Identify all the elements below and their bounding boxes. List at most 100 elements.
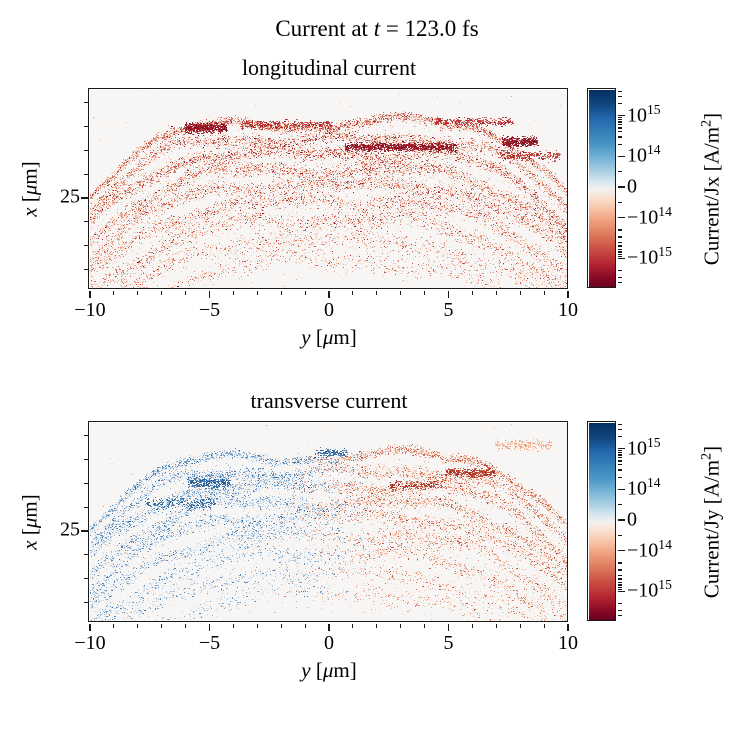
x-axis-unit-close: m] — [333, 658, 357, 682]
colorbar-label-jx: Current/Jx [A/m2] — [698, 113, 725, 266]
colorbar-minor-tick — [617, 423, 622, 425]
x-axis-label: y [μm] — [301, 658, 356, 683]
y-axis-label: x [μm] — [18, 161, 43, 216]
colorbar-tick-exponent: 15 — [647, 434, 661, 450]
figure-title: Current at t = 123.0 fs — [275, 16, 478, 42]
y-axis-unit-open: [ — [17, 195, 42, 208]
colorbar-label-pre: Current/Jx [A/m — [699, 126, 724, 266]
colorbar-major-tick — [617, 488, 625, 490]
x-major-tick — [447, 290, 450, 298]
x-major-tick — [208, 290, 211, 298]
x-major-tick — [208, 623, 211, 631]
x-major-tick — [89, 290, 91, 298]
colorbar-minor-tick — [617, 95, 622, 97]
colorbar-tick-label: 0 — [627, 175, 637, 198]
colorbar-minor-tick — [617, 229, 622, 231]
x-tick-label: −10 — [74, 632, 106, 654]
x-minor-tick — [376, 623, 378, 628]
colorbar-minor-tick — [617, 90, 622, 92]
x-minor-tick — [185, 290, 187, 295]
x-axis-unit-open: [ — [310, 658, 323, 682]
y-tick-label-25: 25 — [60, 518, 80, 541]
colorbar-tick-exponent: 15 — [658, 577, 672, 593]
colorbar-minor-tick — [617, 282, 622, 284]
x-minor-tick — [232, 290, 234, 295]
colorbar-minor-tick — [617, 119, 622, 121]
colorbar-minor-tick — [617, 251, 622, 253]
colorbar-major-tick — [617, 186, 625, 188]
colorbar-minor-tick — [617, 131, 622, 133]
x-minor-tick — [256, 290, 258, 295]
x-axis-label: y [μm] — [301, 325, 356, 350]
colorbar-tick-exponent: 14 — [647, 142, 661, 158]
colorbar-label-pre: Current/Jy [A/m — [699, 459, 724, 599]
colorbar-minor-tick — [617, 464, 622, 466]
colorbar-minor-tick — [617, 460, 622, 462]
colorbar-minor-tick — [617, 610, 622, 612]
x-tick-label: 10 — [558, 299, 578, 321]
x-minor-tick — [137, 623, 139, 628]
colorbar-minor-tick — [617, 581, 622, 583]
colorbar-minor-tick — [617, 578, 622, 580]
colorbar-tick-exponent: 15 — [647, 101, 661, 117]
colorbar-transverse — [589, 423, 616, 621]
x-minor-tick — [161, 623, 163, 628]
colorbar-minor-tick — [617, 504, 622, 506]
y-major-tick — [81, 197, 89, 199]
colorbar-label-sup: 2 — [698, 119, 715, 127]
x-minor-tick — [471, 290, 473, 295]
x-major-tick — [89, 623, 91, 631]
colorbar-minor-tick — [617, 449, 622, 452]
y-minor-tick — [84, 221, 89, 223]
colorbar-label-post: ] — [699, 445, 724, 453]
colorbar-tick-exponent: 14 — [658, 203, 672, 219]
y-minor-tick — [84, 482, 89, 484]
colorbar-minor-tick — [617, 245, 622, 247]
colorbar-tick-label: 1015 — [627, 434, 661, 460]
y-axis-unit-mu: μ — [17, 184, 42, 196]
colorbar-minor-tick — [617, 116, 622, 119]
x-tick-label: 10 — [558, 632, 578, 654]
x-minor-tick — [519, 290, 521, 295]
x-minor-tick — [256, 623, 258, 628]
x-tick-label: −5 — [198, 299, 221, 321]
x-tick-label: 0 — [324, 299, 334, 321]
x-minor-tick — [161, 290, 163, 295]
colorbar-tick-label: −1015 — [627, 244, 672, 269]
x-major-tick — [328, 290, 330, 298]
colorbar-major-tick — [617, 115, 625, 117]
figure-title-value: = 123.0 fs — [380, 16, 479, 41]
colorbar-minor-tick — [617, 569, 622, 571]
x-axis-unit-close: m] — [333, 325, 357, 349]
colorbar-tick-exponent: 14 — [658, 536, 672, 552]
colorbar-minor-tick — [617, 534, 622, 536]
y-minor-tick — [84, 458, 89, 460]
x-tick-label: 5 — [443, 299, 454, 321]
colorbar-minor-tick — [617, 277, 622, 279]
colorbar-longitudinal — [589, 90, 616, 288]
colorbar-minor-tick — [617, 102, 622, 105]
colorbar-tick-label: 1014 — [627, 142, 661, 167]
longitudinal-current-heatmap — [90, 90, 568, 289]
colorbar-tick-exponent: 15 — [658, 244, 672, 260]
y-minor-tick — [84, 269, 89, 271]
colorbar-minor-tick — [617, 171, 622, 173]
x-minor-tick — [185, 623, 187, 628]
colorbar-minor-tick — [617, 574, 622, 576]
x-minor-tick — [543, 290, 545, 295]
y-minor-tick — [84, 245, 89, 247]
colorbar-minor-tick — [617, 584, 622, 586]
colorbar-label-jy: Current/Jy [A/m2] — [699, 445, 725, 599]
x-minor-tick — [137, 290, 139, 295]
x-minor-tick — [352, 623, 354, 628]
x-major-tick — [567, 290, 569, 298]
colorbar-major-tick — [617, 550, 625, 552]
colorbar-minor-tick — [617, 241, 622, 243]
x-minor-tick — [352, 290, 354, 295]
colorbar-minor-tick — [617, 457, 622, 459]
subplot-title-transverse: transverse current — [250, 388, 408, 413]
y-axis-var: x — [17, 540, 42, 550]
colorbar-tick-exponent: 14 — [647, 475, 661, 491]
y-axis-var: x — [17, 207, 42, 217]
colorbar-major-tick — [617, 448, 625, 450]
